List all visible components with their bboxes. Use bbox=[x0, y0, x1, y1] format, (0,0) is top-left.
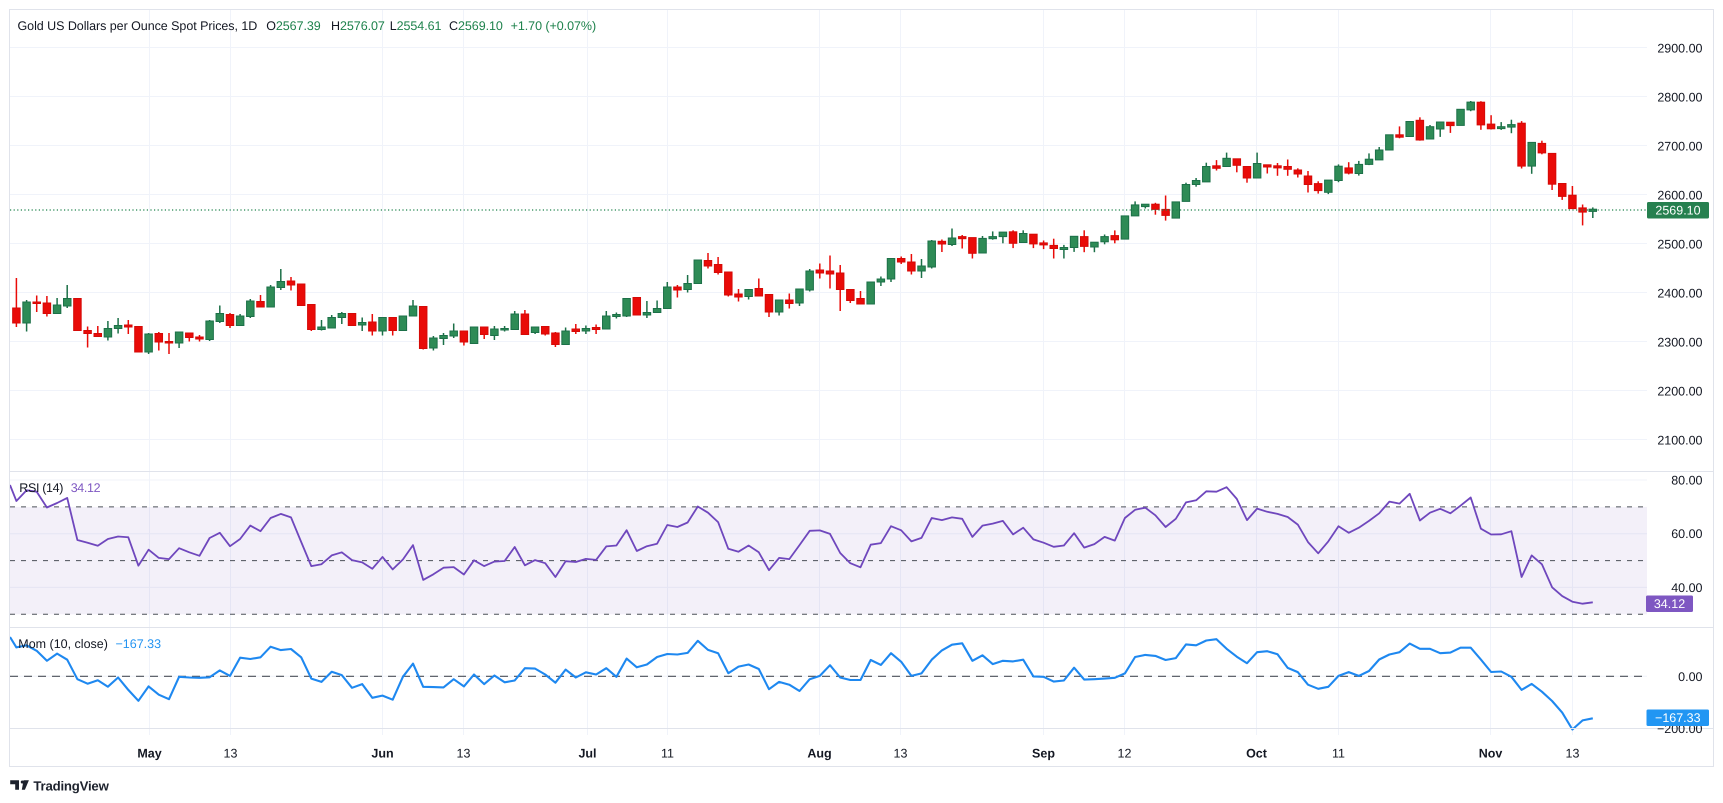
svg-text:2900.00: 2900.00 bbox=[1657, 41, 1702, 55]
svg-text:2800.00: 2800.00 bbox=[1657, 90, 1702, 104]
svg-text:RSI (14)34.12: RSI (14) 34.12 bbox=[19, 481, 100, 495]
svg-text:2600.00: 2600.00 bbox=[1657, 188, 1702, 202]
svg-text:34.12: 34.12 bbox=[1654, 597, 1685, 611]
svg-text:13: 13 bbox=[457, 747, 471, 761]
svg-text:Oct: Oct bbox=[1246, 747, 1268, 761]
svg-text:TradingView: TradingView bbox=[33, 779, 109, 794]
svg-text:13: 13 bbox=[224, 747, 238, 761]
svg-text:2400.00: 2400.00 bbox=[1657, 286, 1702, 300]
svg-text:2200.00: 2200.00 bbox=[1657, 384, 1702, 398]
svg-text:12: 12 bbox=[1118, 747, 1132, 761]
svg-text:2700.00: 2700.00 bbox=[1657, 139, 1702, 153]
svg-text:May: May bbox=[137, 747, 161, 761]
svg-text:11: 11 bbox=[1332, 747, 1345, 761]
svg-text:Gold US Dollars per Ounce Spot: Gold US Dollars per Ounce Spot Prices, 1… bbox=[18, 19, 597, 33]
svg-text:Sep: Sep bbox=[1032, 747, 1055, 761]
svg-text:40.00: 40.00 bbox=[1671, 581, 1702, 595]
svg-text:2100.00: 2100.00 bbox=[1657, 433, 1702, 447]
svg-text:−167.33: −167.33 bbox=[1655, 711, 1701, 725]
svg-text:2300.00: 2300.00 bbox=[1657, 335, 1702, 349]
svg-text:Jul: Jul bbox=[578, 747, 596, 761]
svg-text:Nov: Nov bbox=[1479, 747, 1503, 761]
svg-text:2569.10: 2569.10 bbox=[1655, 204, 1700, 218]
svg-text:2500.00: 2500.00 bbox=[1657, 237, 1702, 251]
svg-text:60.00: 60.00 bbox=[1671, 527, 1702, 541]
svg-text:0.00: 0.00 bbox=[1678, 670, 1702, 684]
svg-text:80.00: 80.00 bbox=[1671, 474, 1702, 488]
svg-text:Jun: Jun bbox=[371, 747, 393, 761]
svg-text:13: 13 bbox=[894, 747, 908, 761]
svg-text:11: 11 bbox=[661, 747, 674, 761]
svg-text:13: 13 bbox=[1566, 747, 1580, 761]
svg-text:Aug: Aug bbox=[807, 747, 831, 761]
svg-text:Mom (10, close)−167.33: Mom (10, close) −167.33 bbox=[18, 637, 161, 651]
